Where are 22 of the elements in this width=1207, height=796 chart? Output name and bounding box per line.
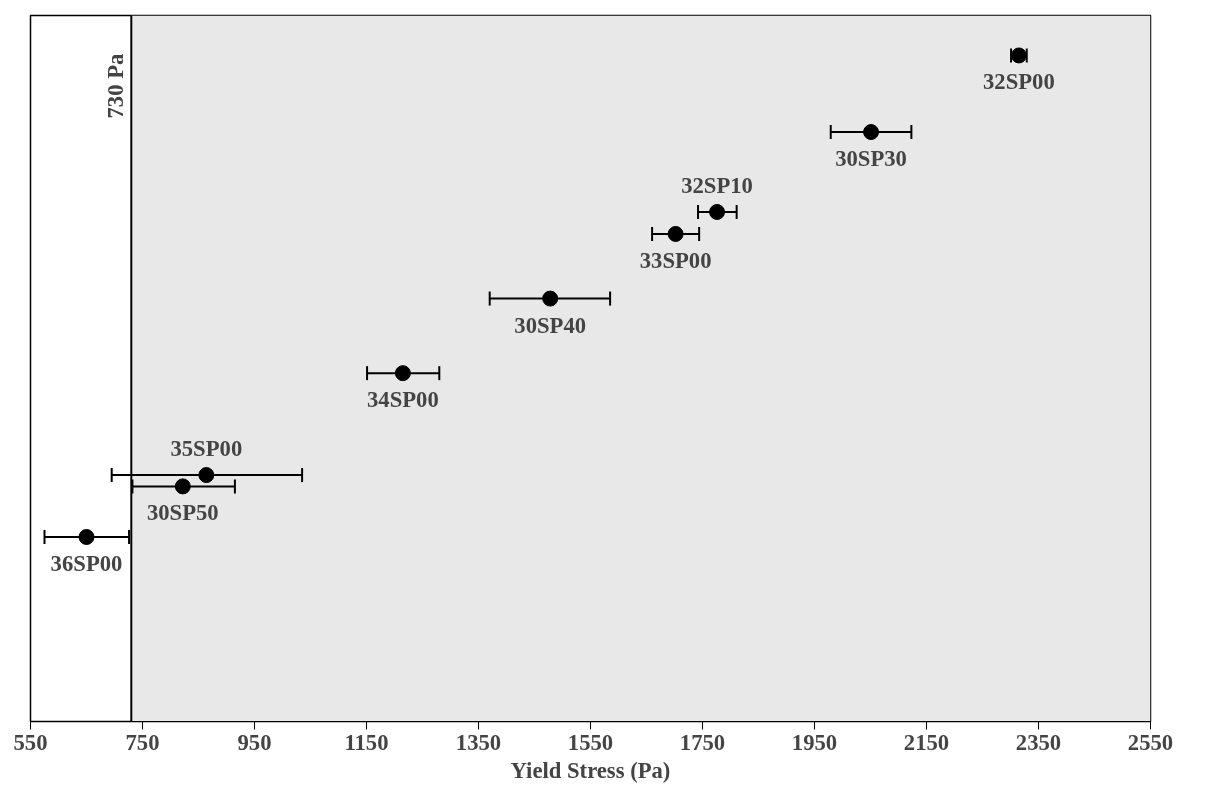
x-tick-label: 1350 — [455, 729, 502, 755]
x-tick-label: 1150 — [344, 729, 389, 755]
annotation: 30SP40 — [514, 312, 587, 338]
x-tick-label: 1550 — [567, 729, 614, 755]
annotation: 36SP00 — [50, 551, 123, 577]
annotation: 32SP00 — [983, 69, 1055, 95]
annotation: 35SP00 — [170, 436, 243, 462]
x-tick-label: 2550 — [1127, 729, 1174, 755]
ref-line-label: 730 Pa — [103, 53, 129, 119]
annotation: 30SP30 — [835, 146, 907, 172]
x-tick-label: 1950 — [791, 729, 838, 755]
x-tick-label: 950 — [237, 729, 272, 755]
x-tick-label: 2150 — [903, 729, 950, 755]
annotation: 30SP50 — [146, 500, 219, 526]
x-tick-label: 2350 — [1015, 729, 1062, 755]
annotation: 32SP10 — [681, 172, 753, 198]
x-tick-label: 1750 — [679, 729, 726, 755]
annotation: 34SP00 — [367, 387, 439, 413]
annotation: 33SP00 — [639, 247, 712, 273]
x-axis-title: Yield Stress (Pa) — [510, 757, 671, 783]
x-tick-label: 750 — [125, 729, 160, 755]
x-tick-label: 550 — [13, 729, 48, 755]
